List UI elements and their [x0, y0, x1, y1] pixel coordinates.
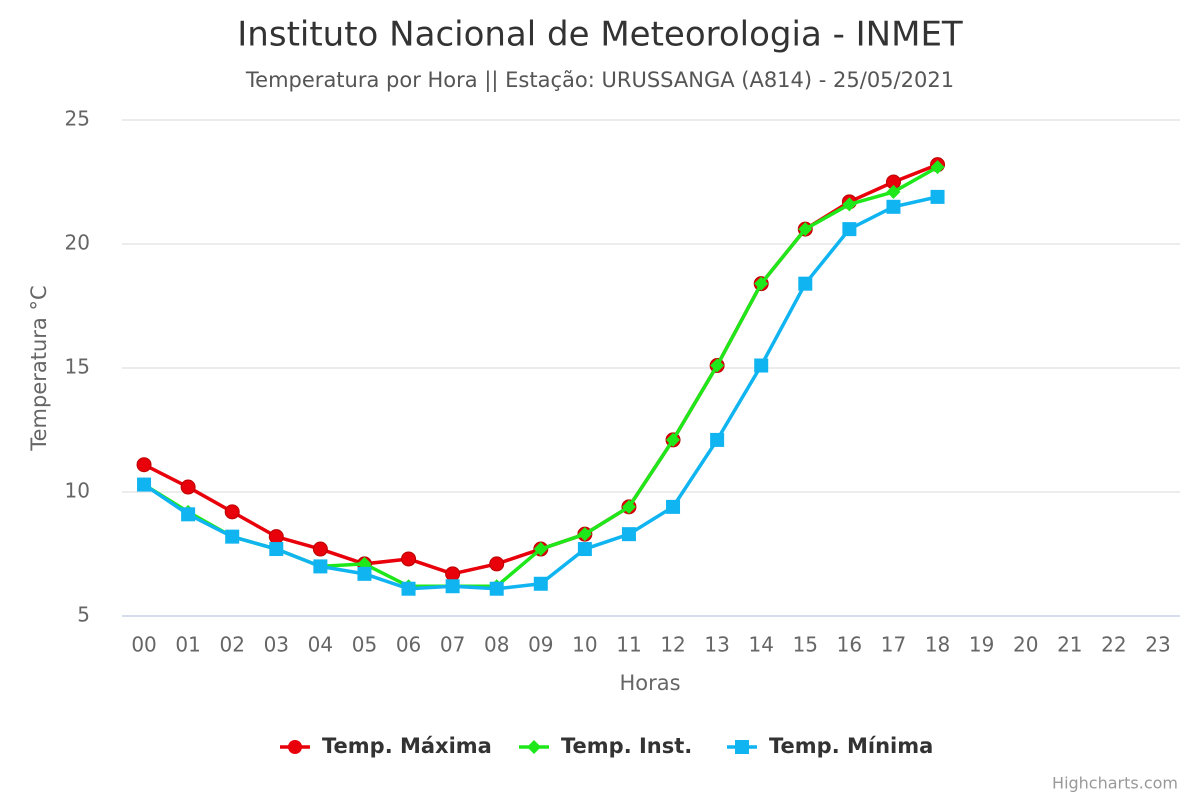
marker: [224, 504, 240, 520]
x-tick-label: 17: [881, 633, 906, 657]
y-tick-label: 5: [77, 603, 90, 627]
marker: [621, 527, 636, 542]
marker: [710, 432, 725, 447]
marker: [710, 358, 725, 373]
marker: [930, 160, 945, 175]
marker: [666, 499, 681, 514]
x-tick-label: 04: [308, 633, 333, 657]
marker: [137, 477, 152, 492]
x-tick-label: 10: [572, 633, 597, 657]
x-tick-label: 02: [219, 633, 244, 657]
x-tick-label: 09: [528, 633, 553, 657]
x-tick-label: 20: [1013, 633, 1038, 657]
marker: [489, 556, 505, 572]
marker: [798, 222, 813, 237]
marker: [445, 566, 461, 582]
marker: [842, 222, 857, 237]
marker: [288, 740, 302, 754]
marker: [735, 740, 749, 754]
x-tick-label: 11: [616, 633, 641, 657]
marker: [754, 276, 769, 291]
marker: [533, 542, 548, 557]
y-axis-label: Temperatura °C: [27, 285, 51, 451]
marker: [312, 541, 328, 557]
marker: [842, 197, 857, 212]
x-tick-label: 19: [969, 633, 994, 657]
marker: [357, 566, 372, 581]
marker: [577, 527, 592, 542]
x-tick-label: 03: [264, 633, 289, 657]
legend-label[interactable]: Temp. Inst.: [561, 734, 692, 758]
marker: [181, 507, 196, 522]
marker: [445, 579, 460, 594]
x-tick-label: 12: [660, 633, 685, 657]
x-tick-label: 21: [1057, 633, 1082, 657]
x-tick-label: 18: [925, 633, 950, 657]
x-tick-label: 22: [1101, 633, 1126, 657]
marker: [268, 529, 284, 545]
x-tick-label: 00: [131, 633, 156, 657]
marker: [225, 529, 240, 544]
marker: [269, 542, 284, 557]
series: [137, 189, 945, 596]
marker: [533, 576, 548, 591]
x-tick-label: 15: [793, 633, 818, 657]
marker: [401, 581, 416, 596]
marker: [886, 199, 901, 214]
x-tick-label: 06: [396, 633, 421, 657]
y-tick-label: 20: [65, 231, 90, 255]
x-tick-label: 14: [748, 633, 773, 657]
y-tick-label: 10: [65, 479, 90, 503]
x-tick-label: 01: [175, 633, 200, 657]
marker: [527, 740, 541, 754]
x-tick-label: 16: [837, 633, 862, 657]
marker: [930, 189, 945, 204]
x-tick-label: 07: [440, 633, 465, 657]
chart-title: Instituto Nacional de Meteorologia - INM…: [237, 15, 963, 55]
marker: [886, 184, 901, 199]
marker: [489, 581, 504, 596]
chart-subtitle: Temperatura por Hora || Estação: URUSSAN…: [245, 68, 954, 93]
x-tick-label: 13: [704, 633, 729, 657]
marker: [798, 276, 813, 291]
marker: [313, 559, 328, 574]
marker: [621, 499, 636, 514]
marker: [180, 479, 196, 495]
y-tick-label: 15: [65, 355, 90, 379]
x-tick-label: 08: [484, 633, 509, 657]
x-axis-label: Horas: [619, 671, 680, 695]
marker: [136, 457, 152, 473]
marker: [754, 358, 769, 373]
legend-label[interactable]: Temp. Máxima: [322, 734, 492, 758]
x-tick-label: 05: [352, 633, 377, 657]
y-tick-label: 25: [65, 107, 90, 131]
marker: [666, 432, 681, 447]
marker: [401, 551, 417, 567]
credits[interactable]: Highcharts.com: [1052, 774, 1178, 793]
x-tick-label: 23: [1145, 633, 1170, 657]
marker: [577, 542, 592, 557]
legend-label[interactable]: Temp. Mínima: [769, 734, 933, 758]
